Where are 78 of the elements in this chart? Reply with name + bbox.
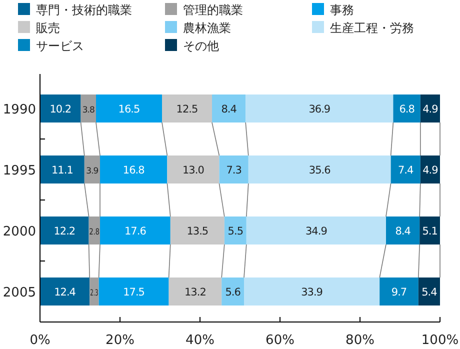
data-label: 5.4 bbox=[422, 286, 438, 298]
x-tick-label: 40% bbox=[186, 333, 214, 348]
bar bbox=[100, 156, 168, 184]
bar bbox=[222, 278, 244, 306]
bar bbox=[40, 216, 89, 244]
bar bbox=[386, 216, 420, 244]
data-label: 16.8 bbox=[122, 164, 144, 176]
data-label: 9.7 bbox=[391, 286, 407, 298]
data-label: 13.0 bbox=[182, 164, 204, 176]
data-label: 34.9 bbox=[306, 226, 327, 238]
data-label: 4.9 bbox=[422, 164, 438, 176]
legend-label: その他 bbox=[183, 39, 219, 53]
bar bbox=[100, 216, 170, 244]
x-tick-label: 100% bbox=[421, 333, 459, 348]
bar bbox=[246, 94, 394, 122]
x-tick-label: 60% bbox=[266, 333, 294, 348]
legend-label: サービス bbox=[36, 39, 84, 53]
data-label: 12.5 bbox=[176, 104, 198, 116]
data-label: 17.6 bbox=[124, 226, 147, 238]
legend-label: 専門・技術的職業 bbox=[36, 3, 132, 17]
data-label: 5.1 bbox=[422, 226, 438, 238]
bar bbox=[40, 156, 84, 184]
y-tick-label: 1990 bbox=[2, 102, 36, 118]
legend-label: 生産工程・労務 bbox=[330, 21, 414, 35]
bar bbox=[98, 278, 169, 306]
data-label: 16.5 bbox=[118, 104, 140, 116]
bar bbox=[380, 278, 418, 306]
bar bbox=[170, 216, 224, 244]
data-label: 4.9 bbox=[422, 104, 438, 116]
data-label: 33.9 bbox=[301, 286, 322, 298]
bar bbox=[219, 156, 248, 184]
y-tick-label: 1995 bbox=[2, 164, 36, 178]
data-label: 36.9 bbox=[308, 104, 330, 116]
data-label: 17.5 bbox=[123, 286, 144, 298]
bar bbox=[224, 216, 246, 244]
legend-label: 管理的職業 bbox=[183, 3, 243, 17]
bar bbox=[418, 278, 440, 306]
bar bbox=[40, 94, 81, 122]
data-label: 11.1 bbox=[52, 164, 73, 176]
bar bbox=[244, 278, 380, 306]
data-label: 2.8 bbox=[89, 228, 103, 238]
y-tick-label: 2005 bbox=[2, 286, 36, 300]
bar bbox=[162, 94, 212, 122]
data-label: 3.8 bbox=[82, 106, 94, 116]
bar bbox=[248, 156, 391, 184]
bar bbox=[420, 216, 440, 244]
bar bbox=[168, 278, 222, 306]
legend-label: 販売 bbox=[36, 21, 60, 35]
legend-label: 農林漁業 bbox=[183, 21, 231, 35]
data-label: 8.4 bbox=[221, 104, 238, 116]
data-label: 13.2 bbox=[184, 286, 206, 298]
bar bbox=[167, 156, 220, 184]
bar bbox=[390, 156, 420, 184]
data-label: 10.2 bbox=[50, 104, 72, 116]
bar bbox=[393, 94, 420, 122]
data-label: 6.8 bbox=[399, 104, 414, 116]
data-label: 13.5 bbox=[186, 226, 208, 238]
data-label: 3.9 bbox=[86, 166, 98, 176]
legend-label: 事務 bbox=[330, 3, 354, 17]
bar bbox=[96, 94, 162, 122]
x-tick-label: 0% bbox=[30, 333, 50, 348]
data-label: 12.4 bbox=[54, 286, 76, 298]
data-label: 8.4 bbox=[395, 226, 412, 238]
y-tick-label: 2000 bbox=[2, 224, 36, 240]
bar bbox=[246, 216, 386, 244]
bar bbox=[84, 156, 100, 184]
x-tick-label: 20% bbox=[106, 333, 134, 348]
bar bbox=[40, 278, 90, 306]
data-label: 5.6 bbox=[225, 286, 242, 298]
data-label: 5.5 bbox=[228, 226, 243, 238]
data-label: 12.2 bbox=[54, 226, 76, 238]
bar bbox=[212, 94, 246, 122]
data-label: 7.3 bbox=[226, 164, 242, 176]
bar bbox=[90, 278, 99, 306]
data-label: 35.6 bbox=[308, 164, 332, 176]
data-label: 7.4 bbox=[398, 164, 414, 176]
x-tick-label: 80% bbox=[346, 333, 374, 348]
data-label: 2.3 bbox=[90, 288, 104, 298]
